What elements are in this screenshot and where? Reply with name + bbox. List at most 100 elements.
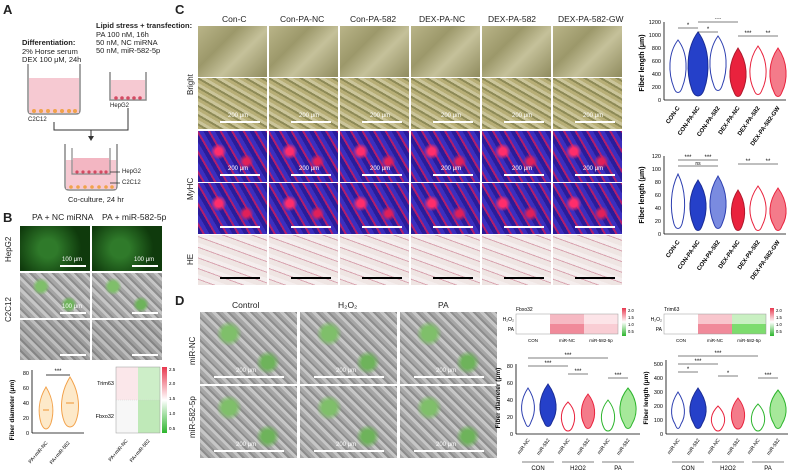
- c-p2-xlabel: CON-C: [665, 239, 682, 259]
- d-p1-xlabel: miR-582: [616, 438, 632, 457]
- c-bright-image-top: [198, 26, 267, 77]
- c-scalebar: [504, 277, 544, 279]
- d-p1-ytick: 40: [507, 398, 513, 404]
- d-p1-group: PA: [614, 466, 622, 472]
- c-scalebar-label: 200 μm: [583, 166, 604, 172]
- d-p2-group: PA: [764, 466, 772, 472]
- c-scalebar: [433, 277, 473, 279]
- d-p2-ytick: 500: [654, 362, 663, 368]
- d-heat1-row: H₂O₂: [503, 317, 514, 323]
- differentiation-title: Differentiation:: [22, 38, 76, 47]
- d-image-mir-nc: [200, 312, 297, 384]
- d-p1-ytick: 20: [507, 415, 513, 421]
- d-heatmap-fbxo32: Fbxo32 H₂O₂ PA CON miR-NC miR-582-5p 2.0…: [503, 307, 635, 343]
- c-bright-image-top: [269, 26, 338, 77]
- b-c2c12-nc-image-1: [20, 273, 90, 318]
- c-p1-ytick: 0: [658, 98, 661, 104]
- d-heat2-col: miR-582-5p: [737, 338, 761, 343]
- c-scalebar-label: 200 μm: [441, 166, 462, 172]
- d-image-mir-582: [300, 386, 397, 458]
- b-scalebar-label: 100 μm: [62, 304, 83, 310]
- d-p2-sig: ***: [694, 359, 702, 365]
- d-scalebar-label: 200 μm: [236, 368, 257, 374]
- c-p2-sig: ***: [704, 155, 712, 161]
- differentiation-line-1: 2% Horse serum: [22, 47, 78, 56]
- d-p1-ytick: 60: [507, 381, 513, 387]
- c-p2-ytick: 60: [655, 193, 661, 199]
- c-p1-sig: ***: [744, 31, 752, 37]
- c-p2-sig: ***: [684, 155, 692, 161]
- d-p2-xlabel: miR-NC: [747, 437, 762, 455]
- d-p1-xlabel: miR-582: [576, 438, 592, 457]
- d-scalebar: [414, 450, 484, 452]
- c-scalebar: [362, 277, 402, 279]
- c-scalebar: [220, 277, 260, 279]
- panel-letter-d: D: [175, 293, 185, 308]
- d-p2-sig: ***: [714, 351, 722, 357]
- b-sig: ***: [54, 369, 62, 375]
- b-heat-row: Fbxo32: [96, 414, 114, 420]
- c-scalebar: [504, 226, 544, 228]
- d-p2-xlabel: miR-NC: [707, 437, 722, 455]
- b-heat-tick: 1.5: [169, 396, 176, 401]
- b-violin-ylabel: Fiber diameter (μm): [9, 380, 16, 441]
- d-scalebar: [214, 376, 284, 378]
- d-p2-ytick: 300: [654, 390, 663, 396]
- c-bright-image-top: [482, 26, 551, 77]
- c-myhc-image-top: [411, 131, 480, 182]
- c-he-image: [482, 235, 551, 285]
- d-col-label: H₂O₂: [338, 300, 358, 310]
- d-heat1-row: PA: [508, 327, 515, 333]
- b-scalebar: [132, 354, 158, 356]
- d-scalebar-label: 200 μm: [336, 368, 357, 374]
- d-p1-xlabel: miR-NC: [517, 437, 532, 455]
- c-col-label: DEX-PA-582: [488, 14, 537, 24]
- c-scalebar: [575, 226, 615, 228]
- d-p2-group: CON: [681, 466, 694, 472]
- c-he-image: [340, 235, 409, 285]
- d-heat2-tick: 1.0: [776, 322, 782, 327]
- b-heat-row: Trim63: [97, 381, 114, 387]
- c-p1-ytick: 1000: [649, 33, 661, 39]
- c-col-label: DEX-PA-NC: [419, 14, 466, 24]
- b-c2c12-582-image-2: [92, 320, 162, 360]
- c-fiber-length-plot-2: Fiber length (μm) 0 20 40 60 80 100 120 …: [639, 154, 787, 281]
- d-scalebar-label: 200 μm: [236, 442, 257, 448]
- c-p2-ytick: 0: [658, 232, 661, 238]
- c-scalebar: [362, 226, 402, 228]
- d-p2-ytick: 100: [654, 418, 663, 424]
- b-scalebar-label: 100 μm: [62, 257, 83, 263]
- d-col-label: PA: [438, 300, 449, 310]
- c-scalebar: [504, 121, 544, 123]
- c-scalebar-label: 200 μm: [228, 166, 249, 172]
- svg-text:*: *: [727, 371, 730, 377]
- differentiation-line-2: DEX 100 μM, 24h: [22, 55, 82, 64]
- d-p1-sig: ***: [574, 369, 582, 375]
- d-p1-ytick: 0: [510, 432, 513, 438]
- d-image-mir-nc: [300, 312, 397, 384]
- d-row-label: miR-NC: [188, 336, 197, 365]
- c-row-he: HE: [186, 253, 195, 265]
- b-row-hepg2-label: HepG2: [4, 236, 13, 262]
- d-p1-sig: ***: [614, 373, 622, 379]
- b-row-c2c12-label: C2C12: [4, 297, 13, 322]
- c-row-bright: Bright: [186, 74, 195, 95]
- b-col-1-label: PA + NC miRNA: [32, 212, 94, 222]
- d-row-label: miR-582-5p: [188, 396, 197, 438]
- d-heat2-tick: 0.5: [776, 329, 782, 334]
- c-scalebar-label: 200 μm: [299, 113, 320, 119]
- c-scalebar: [362, 174, 402, 176]
- c-myhc-image-bottom: [411, 183, 480, 234]
- d-scalebar: [314, 376, 384, 378]
- b-scalebar: [60, 265, 86, 267]
- d-p1-sig: ***: [544, 361, 552, 367]
- d-heat2-col: miR-NC: [707, 338, 724, 343]
- d-p1-xlabel: miR-582: [536, 438, 552, 457]
- c-scalebar: [291, 174, 331, 176]
- b-heat-tick: 0.5: [169, 426, 176, 431]
- d-p2-group: H2O2: [720, 466, 736, 472]
- c-scalebar: [220, 226, 260, 228]
- lipid-line-2: 50 nM, NC miRNA: [96, 38, 158, 47]
- c-scalebar: [291, 226, 331, 228]
- d-heat1-tick: 1.0: [628, 322, 634, 327]
